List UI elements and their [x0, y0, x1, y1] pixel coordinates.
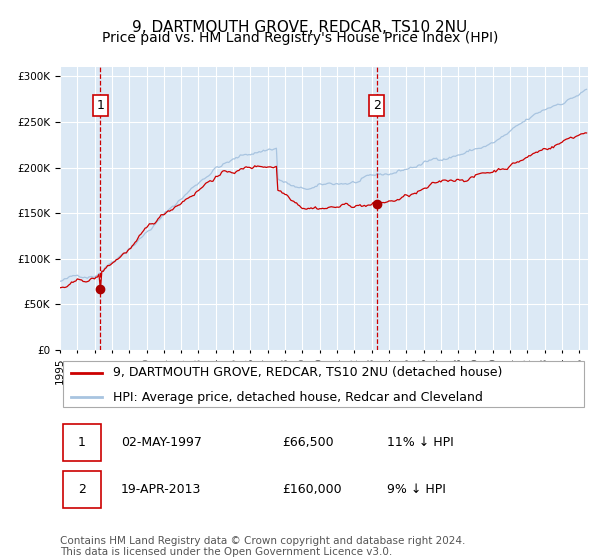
Text: 9, DARTMOUTH GROVE, REDCAR, TS10 2NU: 9, DARTMOUTH GROVE, REDCAR, TS10 2NU	[133, 20, 467, 35]
Bar	[62, 424, 101, 461]
FancyBboxPatch shape	[62, 361, 584, 407]
Text: 2: 2	[373, 99, 380, 112]
Text: 9% ↓ HPI: 9% ↓ HPI	[388, 483, 446, 496]
Text: Contains HM Land Registry data © Crown copyright and database right 2024.
This d: Contains HM Land Registry data © Crown c…	[60, 535, 466, 557]
Text: 1: 1	[78, 436, 86, 449]
Text: £160,000: £160,000	[282, 483, 341, 496]
Bar	[62, 471, 101, 508]
Text: 1: 1	[97, 99, 104, 112]
Text: 2: 2	[78, 483, 86, 496]
Text: 9, DARTMOUTH GROVE, REDCAR, TS10 2NU (detached house): 9, DARTMOUTH GROVE, REDCAR, TS10 2NU (de…	[113, 366, 502, 379]
Text: 02-MAY-1997: 02-MAY-1997	[121, 436, 202, 449]
Text: 11% ↓ HPI: 11% ↓ HPI	[388, 436, 454, 449]
Text: HPI: Average price, detached house, Redcar and Cleveland: HPI: Average price, detached house, Redc…	[113, 390, 482, 404]
Text: 19-APR-2013: 19-APR-2013	[121, 483, 201, 496]
Text: Price paid vs. HM Land Registry's House Price Index (HPI): Price paid vs. HM Land Registry's House …	[102, 31, 498, 45]
Text: £66,500: £66,500	[282, 436, 334, 449]
